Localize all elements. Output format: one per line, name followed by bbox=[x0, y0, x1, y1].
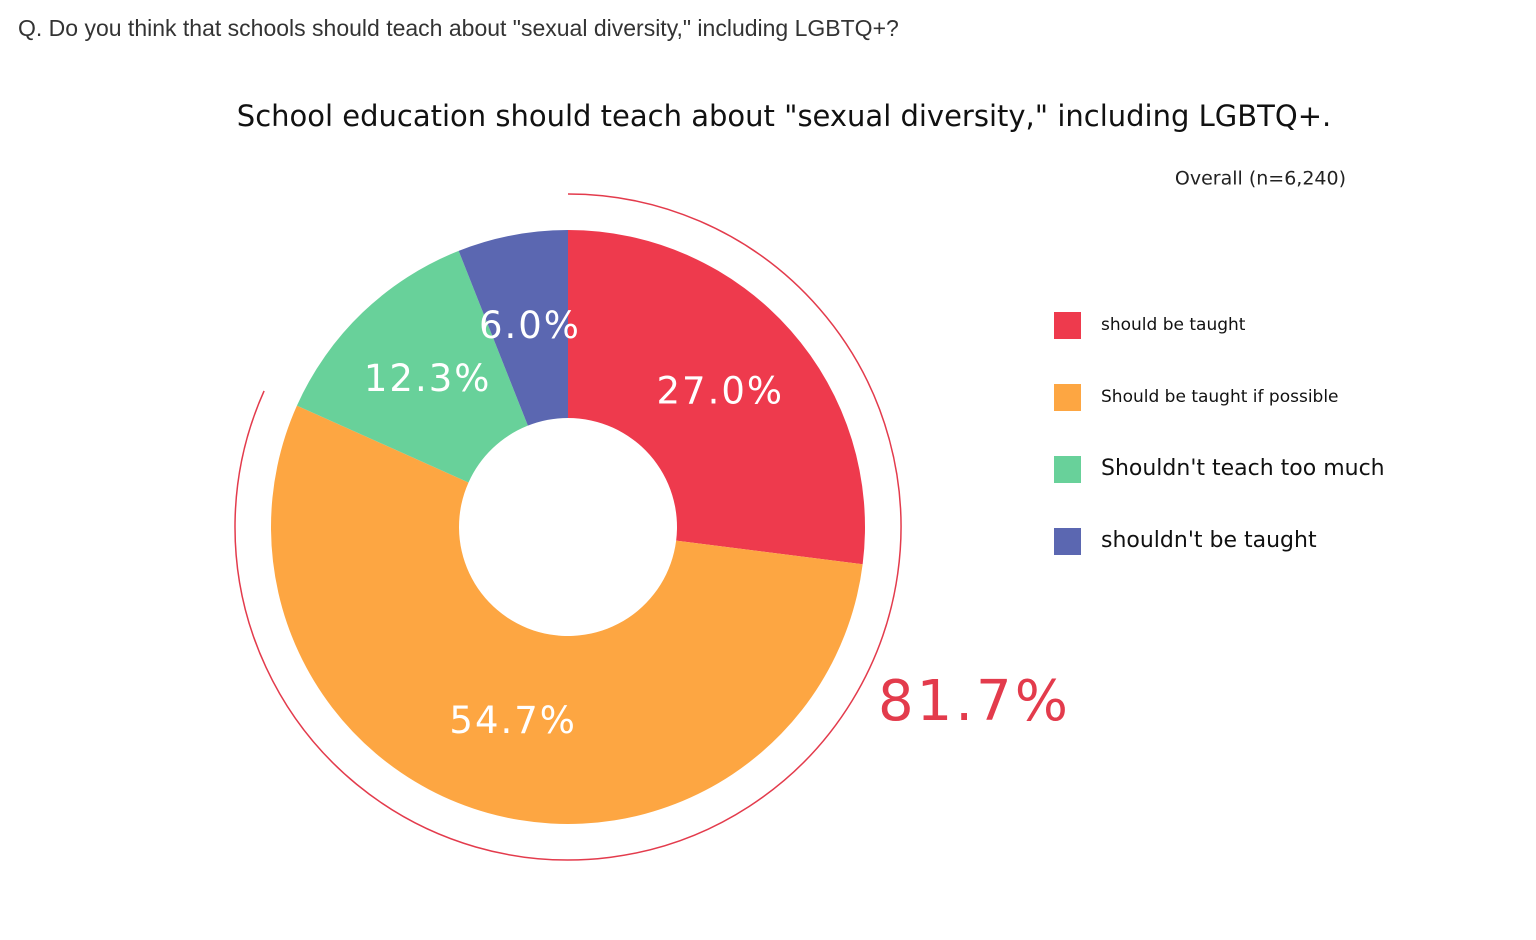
chart-title: School education should teach about "sex… bbox=[237, 99, 1331, 133]
legend-swatch bbox=[1054, 456, 1081, 483]
donut-slice bbox=[270, 405, 863, 825]
chart-subtitle: Overall (n=6,240) bbox=[1175, 168, 1346, 190]
legend-label: Shouldn't teach too much bbox=[1101, 456, 1385, 481]
donut-slice bbox=[296, 250, 528, 483]
legend-swatch bbox=[1054, 312, 1081, 339]
legend-label: Should be taught if possible bbox=[1101, 387, 1339, 407]
highlight-arc bbox=[234, 193, 902, 861]
value-label: 54.7% bbox=[449, 699, 577, 742]
donut-slice bbox=[568, 230, 866, 565]
donut-slice bbox=[458, 230, 568, 426]
value-label: 12.3% bbox=[364, 357, 492, 400]
value-label: 6.0% bbox=[479, 304, 581, 347]
question: Q. Do you think that schools should teac… bbox=[18, 15, 899, 41]
legend-label: shouldn't be taught bbox=[1101, 528, 1317, 553]
value-label: 27.0% bbox=[656, 369, 784, 412]
legend-swatch bbox=[1054, 528, 1081, 555]
highlight-label: 81.7% bbox=[878, 669, 1071, 734]
legend-swatch bbox=[1054, 384, 1081, 411]
legend-label: should be taught bbox=[1101, 315, 1246, 335]
